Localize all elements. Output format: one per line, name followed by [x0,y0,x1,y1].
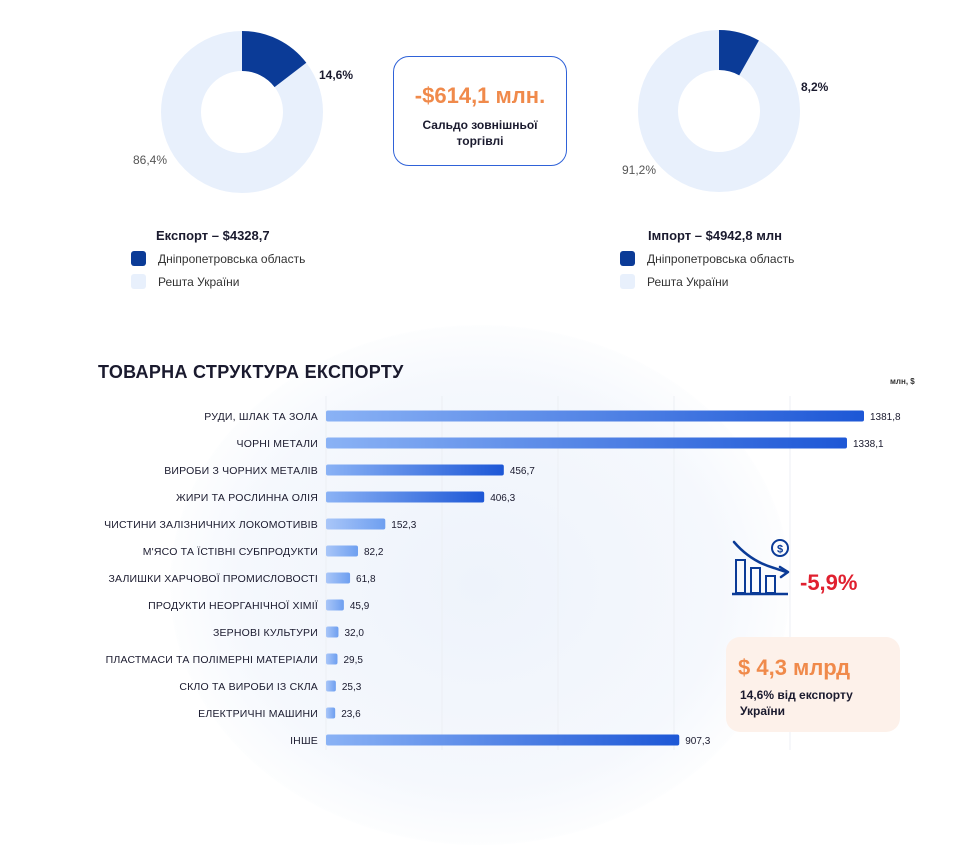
export-legend-item-region: Дніпропетровська область [131,251,305,266]
category-label: ЕЛЕКТРИЧНІ МАШИНИ [198,708,318,720]
value-label: 61,8 [356,574,376,585]
export-summary-value: $ 4,3 млрд [738,655,851,680]
trade-balance-label: Сальдо зовнішньої торгівлі [422,118,538,148]
export-highlight-pct: 14,6% [319,68,354,82]
value-label: 1381,8 [870,412,901,423]
import-legend-title: Імпорт – $4942,8 млн [648,228,782,243]
category-label: ВИРОБИ З ЧОРНИХ МЕТАЛІВ [164,465,318,477]
value-label: 45,9 [350,601,370,612]
bar [326,491,485,503]
category-label: СКЛО ТА ВИРОБИ ІЗ СКЛА [179,681,318,693]
category-label: ПРОДУКТИ НЕОРГАНІЧНОЇ ХІМІЇ [148,600,318,612]
bar [326,464,504,476]
export-donut-chart [161,31,323,193]
chart-unit-label: млн, $ [890,377,915,386]
bar [326,545,359,557]
category-label: ЧИСТИНИ ЗАЛІЗНИЧНИХ ЛОКОМОТИВІВ [104,519,318,531]
export-legend-title: Експорт – $4328,7 [156,228,270,243]
import-donut-chart [638,30,800,192]
import-donut-highlight-slice [719,30,759,76]
declining-chart-dollar-icon: $ [732,539,790,596]
value-label: 1338,1 [853,439,884,450]
bar [326,626,339,638]
import-rest-pct: 91,2% [622,163,657,177]
value-label: 406,3 [490,493,515,504]
value-label: 152,3 [391,520,416,531]
bar [326,734,680,746]
category-label: РУДИ, ШЛАК ТА ЗОЛА [204,411,318,423]
light-blue-swatch [620,274,635,289]
value-label: 907,3 [685,736,710,747]
value-label: 29,5 [343,655,363,666]
value-label: 32,0 [344,628,364,639]
value-label: 82,2 [364,547,384,558]
export-summary-card: $ 4,3 млрд 14,6% від експорту України [726,637,900,732]
bar [326,437,847,449]
bar [326,680,336,692]
bar [326,599,344,611]
export-change-value: -5,9% [800,570,858,595]
dark-blue-swatch [131,251,146,266]
category-label: ЗЕРНОВІ КУЛЬТУРИ [213,627,318,639]
chart-title: ТОВАРНА СТРУКТУРА ЕКСПОРТУ [98,362,404,382]
category-label: ЧОРНІ МЕТАЛИ [237,438,318,450]
export-rest-pct: 86,4% [133,153,168,167]
import-legend-item-region: Дніпропетровська область [620,251,794,266]
category-label: ПЛАСТМАСИ ТА ПОЛІМЕРНІ МАТЕРІАЛИ [106,654,318,666]
svg-text:$: $ [777,544,783,556]
export-legend-item-rest: Решта України [131,274,240,289]
dark-blue-swatch [620,251,635,266]
category-label: ЗАЛИШКИ ХАРЧОВОЇ ПРОМИСЛОВОСТІ [108,573,318,585]
value-label: 25,3 [342,682,362,693]
trade-balance-card: -$614,1 млн. Сальдо зовнішньої торгівлі [393,56,567,166]
export-summary-text: 14,6% від експорту України [740,688,853,718]
bar [326,572,351,584]
category-label: М'ЯСО ТА ЇСТІВНІ СУБПРОДУКТИ [143,546,318,558]
bar [326,410,864,422]
category-label: ЖИРИ ТА РОСЛИННА ОЛІЯ [176,492,318,504]
import-legend-item-rest: Решта України [620,274,729,289]
value-label: 23,6 [341,709,361,720]
export-structure-bar-chart: РУДИ, ШЛАК ТА ЗОЛА 1381,8 ЧОРНІ МЕТАЛИ 1338… [104,396,901,750]
bar [326,518,386,530]
export-donut-highlight-slice [242,31,307,88]
light-blue-swatch [131,274,146,289]
bar [326,653,338,665]
import-highlight-pct: 8,2% [801,80,829,94]
category-label: ІНШЕ [290,735,318,747]
bar [326,707,336,719]
value-label: 456,7 [510,466,535,477]
trade-balance-value: -$614,1 млн. [414,83,546,108]
